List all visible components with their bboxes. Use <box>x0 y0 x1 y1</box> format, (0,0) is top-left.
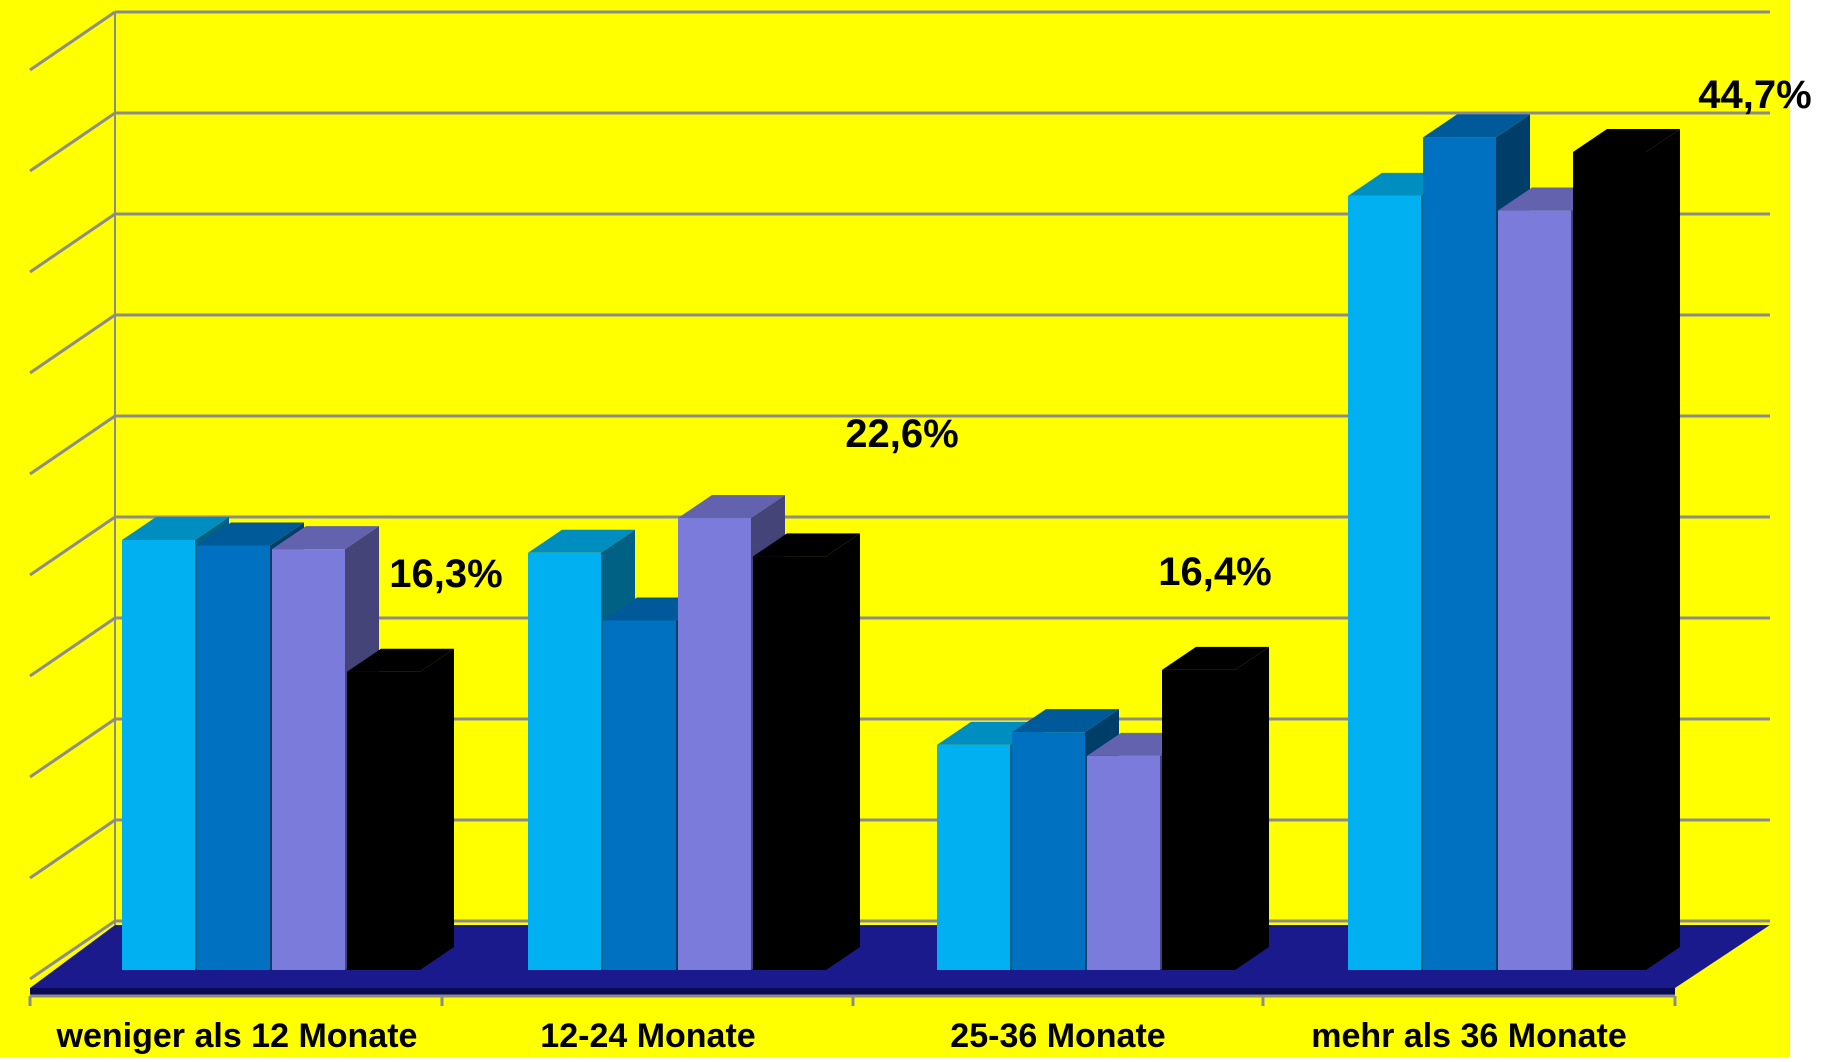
bar-top <box>678 494 785 518</box>
x-tick-label: 12-24 Monate <box>540 1017 755 1055</box>
bar-front <box>1498 210 1571 971</box>
bar-front <box>347 671 420 970</box>
gridline-left-wall <box>29 10 116 72</box>
floor-top <box>30 925 1770 988</box>
bar-front <box>678 517 751 970</box>
gridline-left-wall <box>29 212 116 274</box>
bar-front <box>937 744 1010 970</box>
bar-front <box>197 545 270 970</box>
data-label: 44,7% <box>1698 73 1811 117</box>
bar-side <box>420 648 454 970</box>
bar-top <box>1162 646 1269 670</box>
bar-front <box>1423 137 1496 971</box>
bar-front <box>272 549 345 970</box>
bar-front <box>1087 755 1160 970</box>
gridline-left-wall <box>29 414 116 476</box>
data-label: 22,6% <box>845 412 958 456</box>
bar-front <box>603 620 676 970</box>
bar <box>1162 646 1269 970</box>
bar-top <box>347 648 454 672</box>
bar-front <box>528 552 601 970</box>
data-labels: 16,3% 22,6% 16,4% 44,7% <box>389 73 1811 596</box>
bar-front <box>1348 195 1421 970</box>
x-axis: weniger als 12 Monate 12-24 Monate 25-36 M… <box>28 994 1677 1055</box>
bar-top <box>528 529 635 553</box>
gridline-left-wall <box>29 313 116 375</box>
bar-side <box>826 533 860 970</box>
bars <box>122 114 1680 971</box>
bar-front <box>122 539 195 970</box>
bar-top <box>1012 709 1119 733</box>
x-tick-label: mehr als 36 Monate <box>1311 1017 1627 1055</box>
gridline-left-wall <box>29 717 116 779</box>
bar-side <box>1646 128 1680 971</box>
bar-front <box>1573 151 1646 971</box>
gridline-left-wall <box>29 818 116 880</box>
bar-top <box>1573 128 1680 152</box>
bar-top <box>753 533 860 557</box>
x-tick-label: 25-36 Monate <box>950 1017 1165 1055</box>
x-tick-label: weniger als 12 Monate <box>56 1017 418 1055</box>
gridline-left-wall <box>29 919 116 981</box>
gridline-left-wall <box>29 111 116 173</box>
bar-top <box>1423 114 1530 138</box>
bar-front <box>1012 732 1085 970</box>
bar-top <box>272 526 379 550</box>
bar-top <box>122 516 229 540</box>
gridline-left-wall <box>29 616 116 678</box>
bar-front <box>1162 669 1235 970</box>
bar-side <box>1235 646 1269 970</box>
bar <box>347 648 454 970</box>
bar <box>1573 128 1680 971</box>
floor-front <box>30 988 1675 996</box>
bar-front <box>753 556 826 970</box>
data-label: 16,3% <box>389 552 502 596</box>
gridline-left-wall <box>29 515 116 577</box>
data-label: 16,4% <box>1158 550 1271 594</box>
bar-top <box>197 522 304 546</box>
bar <box>753 533 860 970</box>
chart-floor <box>30 925 1770 996</box>
